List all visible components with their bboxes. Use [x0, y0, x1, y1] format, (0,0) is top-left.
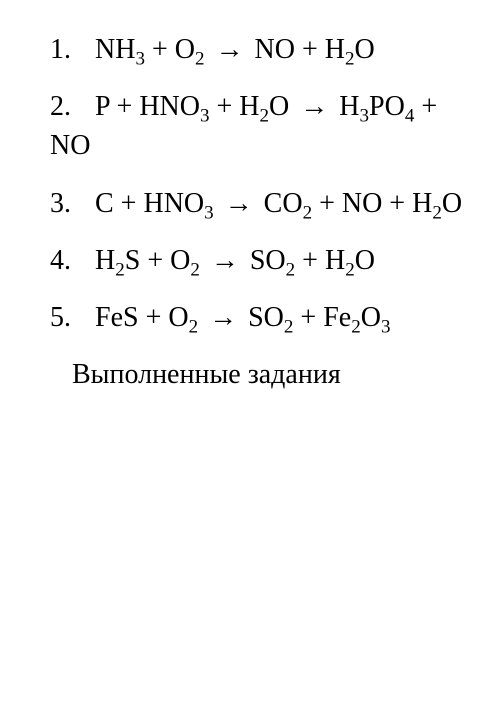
equation-number: 2. — [50, 91, 71, 122]
equation-item-1: 1. NH3 + O2 → NO + H2O — [50, 30, 470, 69]
equation-content: P + HNO3 + H2O → H3PO4 + NO — [50, 91, 437, 161]
equation-content: FeS + O2 → SO2 + Fe2O3 — [95, 302, 390, 333]
equation-content: C + HNO3 → CO2 + NO + H2O — [95, 188, 462, 219]
equation-item-4: 4. H2S + O2 → SO2 + H2O — [50, 241, 470, 280]
equation-item-5: 5. FeS + O2 → SO2 + Fe2O3 — [50, 298, 470, 337]
equation-content: NH3 + O2 → NO + H2O — [95, 34, 375, 65]
equation-list: 1. NH3 + O2 → NO + H2O 2.P + HNO3 + H2O →… — [50, 30, 470, 337]
equation-item-3: 3. C + HNO3 → CO2 + NO + H2O — [50, 184, 470, 223]
equation-content: H2S + O2 → SO2 + H2O — [95, 245, 375, 276]
equation-number: 1. — [50, 34, 71, 65]
equation-number: 3. — [50, 188, 71, 219]
equation-item-2: 2.P + HNO3 + H2O → H3PO4 + NO — [50, 87, 470, 165]
equation-number: 5. — [50, 302, 71, 333]
equation-number: 4. — [50, 245, 71, 276]
footer-text: Выполненные задания — [50, 359, 470, 391]
